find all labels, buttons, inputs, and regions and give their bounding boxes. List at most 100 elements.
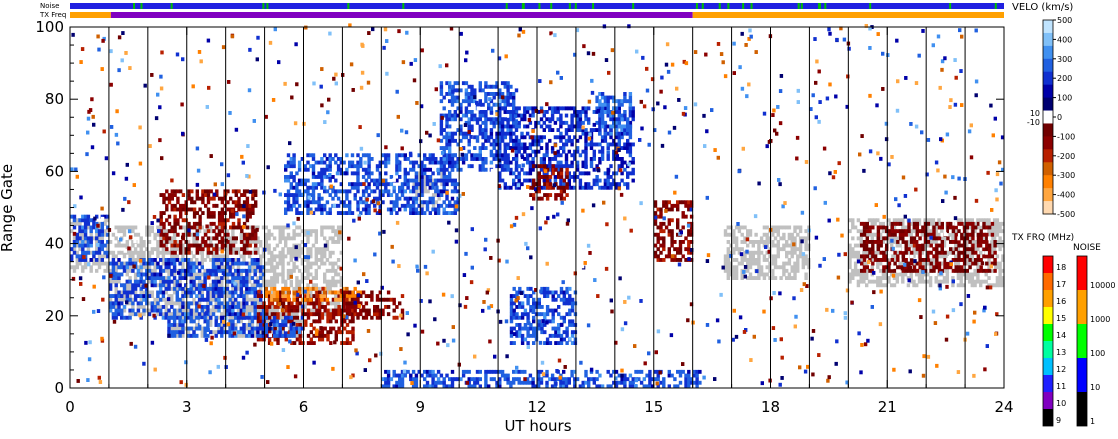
echo-cell — [298, 333, 302, 338]
echo-cell — [754, 240, 758, 244]
echo-cell — [125, 268, 129, 273]
echo-cell — [250, 326, 255, 331]
echo-cell — [272, 294, 277, 298]
echo-cell — [751, 258, 755, 262]
echo-cell — [234, 261, 238, 266]
echo-cell — [420, 182, 424, 187]
echo-cell — [542, 128, 546, 132]
echo-cell — [267, 258, 271, 262]
echo-cell — [798, 254, 803, 259]
echo-cell — [528, 106, 533, 111]
echo-cell — [231, 279, 235, 284]
echo-cell — [281, 330, 285, 335]
echo-cell — [881, 240, 886, 244]
echo-cell — [206, 333, 210, 338]
echo-cell — [470, 110, 474, 114]
echo-cell — [400, 153, 405, 158]
echo-cell — [248, 214, 252, 219]
echo-cell — [184, 301, 188, 306]
echo-cell — [228, 297, 232, 302]
echo-cell — [473, 153, 477, 158]
echo-cell — [920, 276, 924, 280]
echo-cell — [367, 182, 371, 187]
echo-cell — [884, 276, 888, 280]
echo-cell — [159, 225, 163, 230]
echo-cell — [732, 250, 736, 255]
echo-cell — [878, 261, 883, 266]
echo-cell — [534, 153, 538, 158]
echo-cell — [150, 229, 154, 234]
echo-cell — [236, 315, 241, 320]
echo-cell — [773, 261, 778, 266]
echo-cell — [506, 99, 510, 104]
echo-cell — [186, 272, 191, 277]
echo-cell — [367, 167, 371, 172]
echo-cell — [323, 254, 327, 259]
echo-cell — [492, 153, 496, 158]
echo-cell — [484, 138, 488, 143]
echo-cell — [159, 312, 163, 317]
echo-cell — [139, 240, 143, 244]
echo-cell — [248, 203, 252, 208]
echo-cell — [782, 225, 786, 230]
echo-cell — [190, 189, 194, 194]
echo-cell — [790, 250, 794, 255]
echo-cell — [89, 250, 93, 255]
echo-cell — [743, 225, 747, 230]
echo-cell — [923, 279, 927, 284]
echo-cell — [192, 290, 196, 295]
echo-cell — [334, 337, 338, 342]
echo-cell — [475, 157, 480, 161]
echo-cell — [323, 261, 327, 266]
echo-cell — [195, 221, 199, 226]
echo-cell — [311, 243, 316, 248]
echo-cell — [133, 258, 138, 262]
echo-cell — [186, 268, 191, 273]
echo-cell — [175, 323, 179, 327]
echo-cell — [856, 229, 861, 234]
echo-cell — [342, 211, 346, 215]
echo-cell — [220, 319, 224, 324]
echo-cell — [189, 315, 193, 320]
echo-cell — [851, 221, 855, 226]
echo-cell — [81, 268, 85, 273]
echo-cell — [275, 254, 280, 259]
echo-cell — [75, 243, 79, 248]
echo-cell — [442, 157, 446, 161]
echo-cell — [442, 167, 446, 172]
echo-cell — [367, 308, 371, 313]
echo-cell — [259, 301, 263, 306]
echo-cell — [122, 294, 127, 298]
echo-cell — [951, 232, 955, 237]
echo-cell — [289, 283, 293, 288]
echo-cell — [170, 279, 174, 284]
echo-cell — [236, 279, 241, 284]
echo-cell — [409, 196, 413, 201]
echo-cell — [361, 153, 366, 158]
echo-cell — [289, 247, 293, 252]
echo-cell — [870, 221, 874, 226]
echo-cell — [248, 207, 252, 212]
echo-cell — [509, 160, 513, 165]
echo-cell — [726, 247, 730, 252]
echo-cell — [314, 175, 318, 179]
echo-cell — [351, 308, 355, 313]
echo-cell — [937, 279, 941, 284]
echo-cell — [203, 319, 207, 324]
echo-cell — [884, 283, 888, 288]
echo-cell — [108, 250, 113, 255]
echo-cell — [559, 117, 563, 122]
echo-cell — [131, 250, 135, 255]
echo-cell — [559, 164, 563, 169]
echo-cell — [356, 315, 360, 320]
echo-cell — [264, 315, 268, 320]
echo-cell — [161, 240, 166, 244]
echo-cell — [940, 254, 944, 259]
echo-cell — [217, 268, 221, 273]
echo-cell — [222, 305, 227, 309]
echo-cell — [200, 290, 204, 295]
echo-cell — [945, 272, 949, 277]
echo-cell — [192, 319, 196, 324]
echo-cell — [172, 312, 177, 317]
echo-cell — [231, 221, 236, 226]
